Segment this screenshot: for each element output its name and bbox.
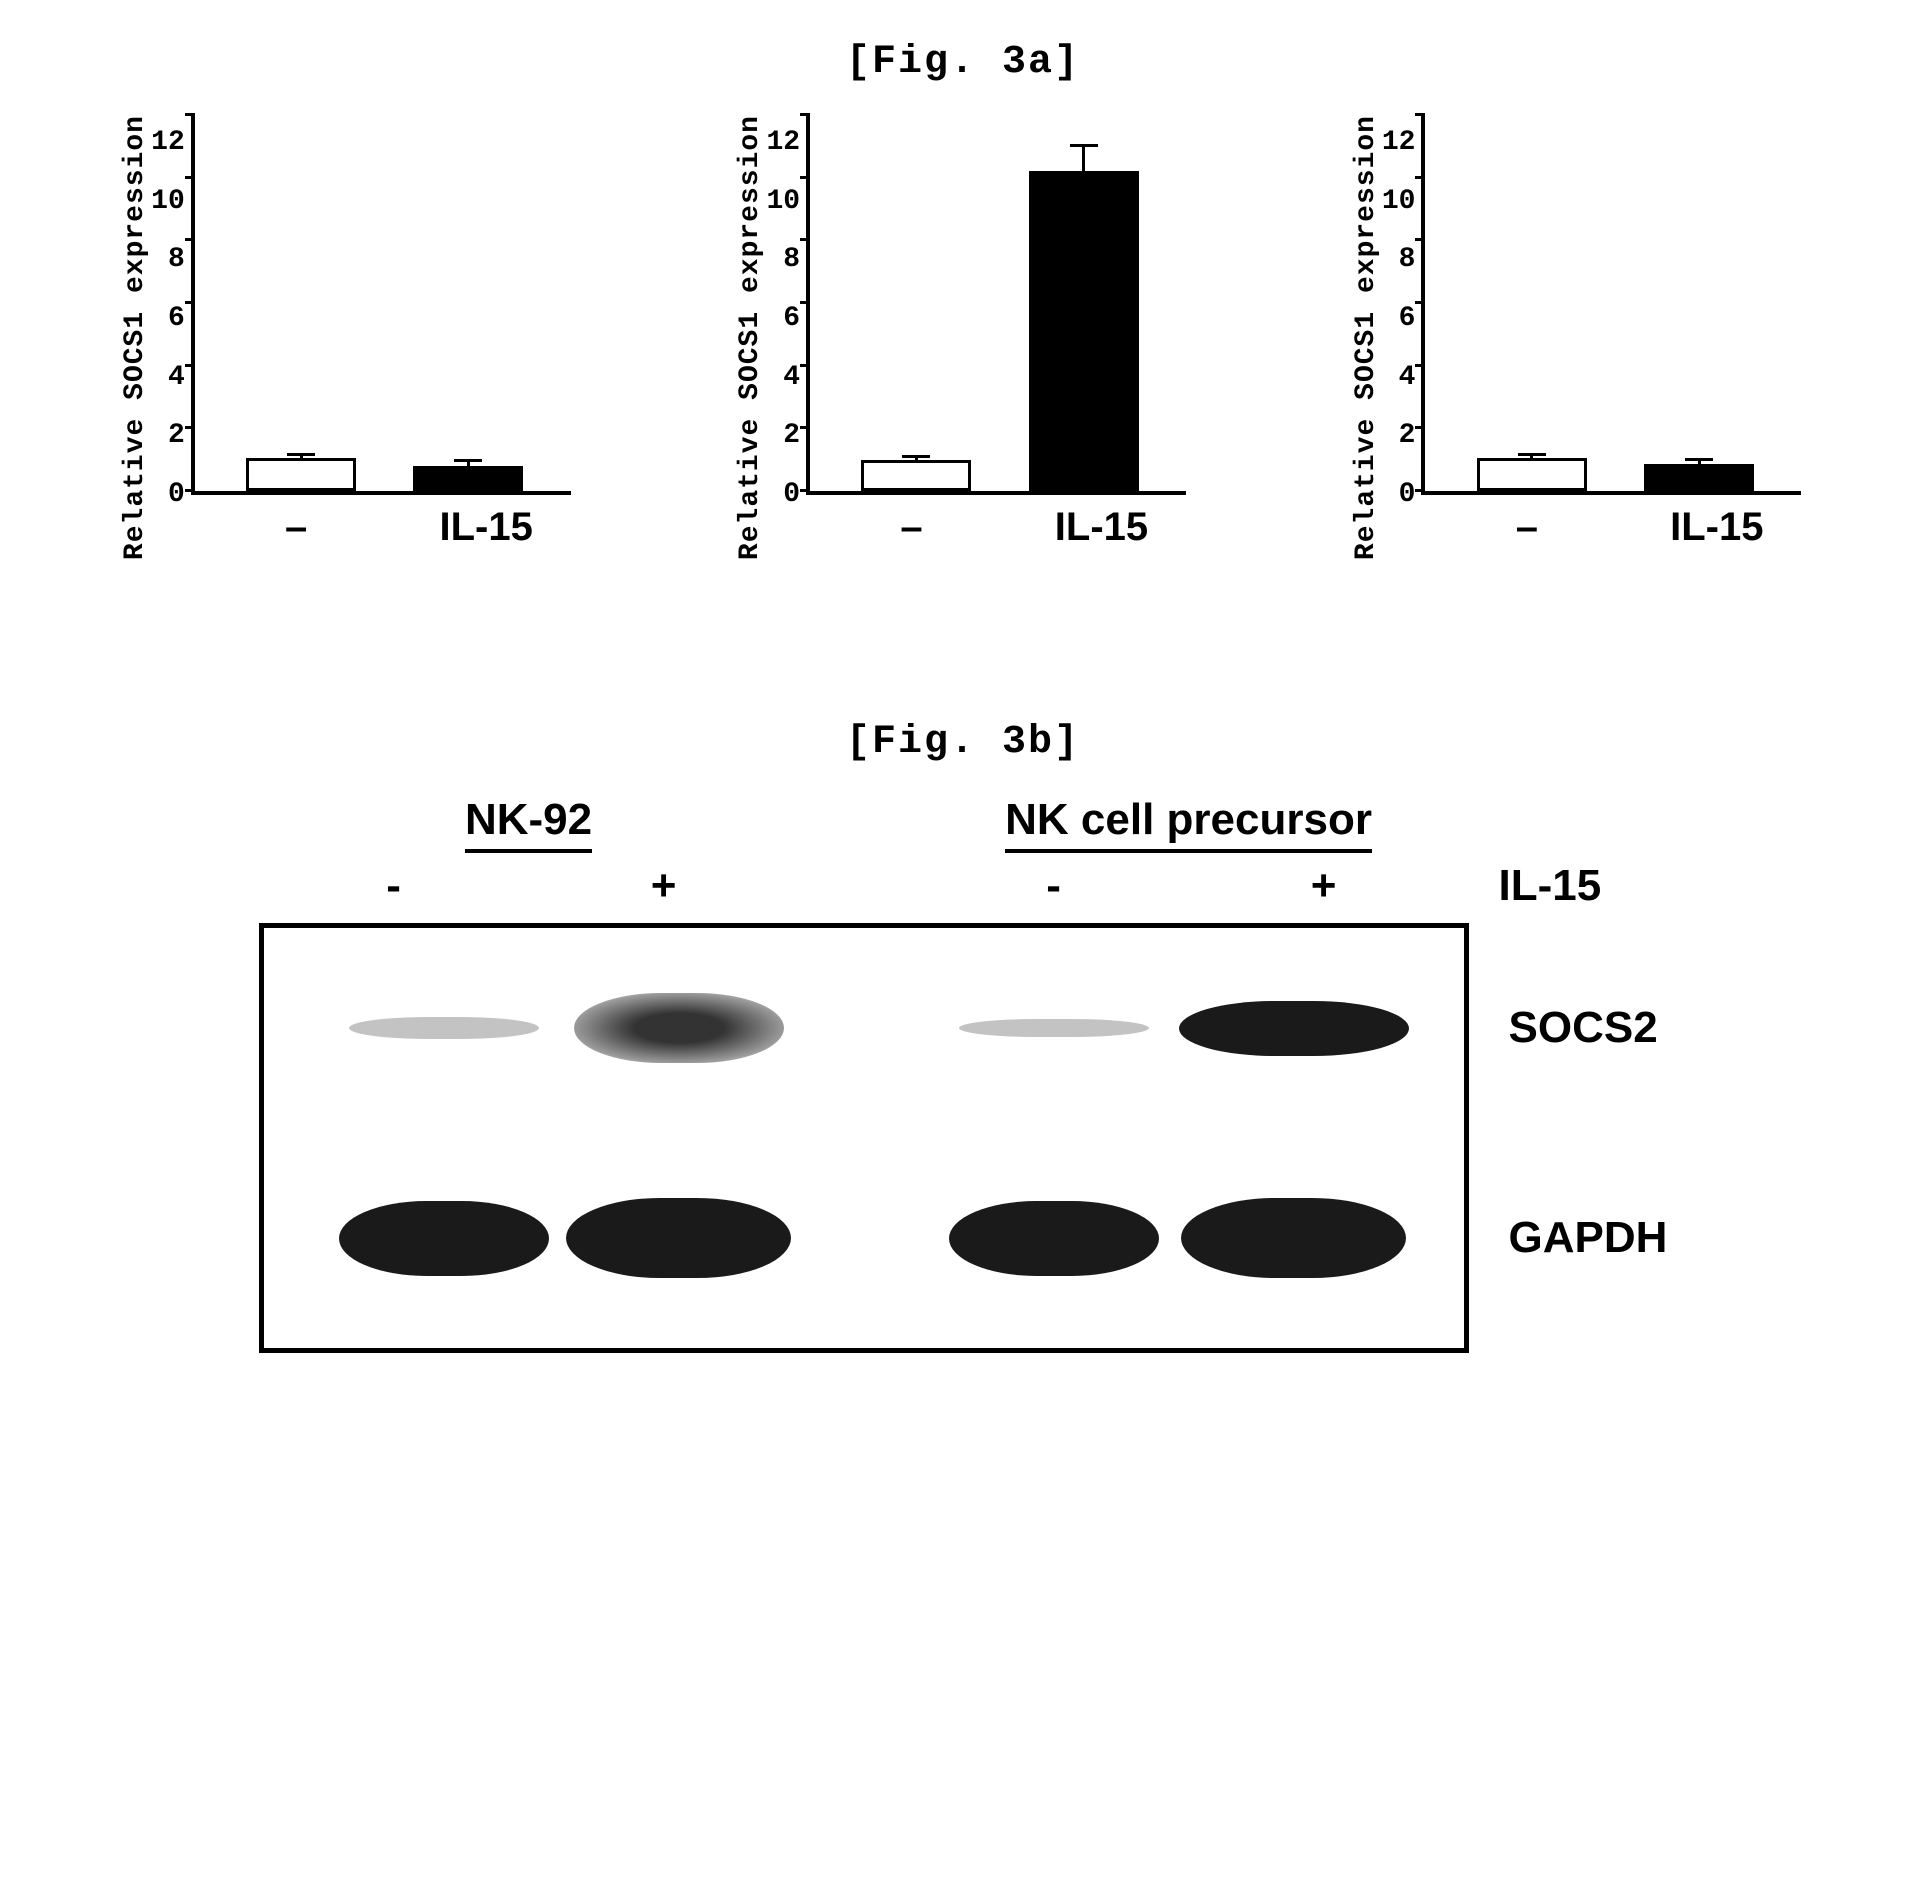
bar-il15 <box>1644 464 1754 491</box>
x-axis-labels: –IL-15 <box>816 505 1196 550</box>
blot-band <box>349 1017 539 1039</box>
y-axis-label: Relative SOCS1 expression <box>1345 115 1382 560</box>
bar-control <box>1477 458 1587 491</box>
bar-control <box>861 460 971 491</box>
figure-3b-container: [Fig. 3b] NK-92 NK cell precursor - + - … <box>40 720 1886 1353</box>
bar-il15 <box>413 466 523 491</box>
lane2-minus: - <box>919 861 1189 911</box>
blot-band <box>949 1201 1159 1276</box>
bar-chart-panel: Relative SOCS1 expression121086420–IL-15 <box>729 115 1196 560</box>
y-axis-label: Relative SOCS1 expression <box>729 115 766 560</box>
plot-area <box>191 115 571 495</box>
bar-chart-panel: Relative SOCS1 expression121086420–IL-15 <box>114 115 581 560</box>
fig3a-charts-row: Relative SOCS1 expression121086420–IL-15… <box>40 115 1886 560</box>
x-axis-labels: –IL-15 <box>201 505 581 550</box>
blot-band <box>959 1019 1149 1037</box>
y-axis-ticks: 121086420 <box>766 115 806 495</box>
bar-il15 <box>1029 171 1139 491</box>
western-blot-box <box>259 923 1469 1353</box>
y-axis-label: Relative SOCS1 expression <box>114 115 151 560</box>
blot-band <box>1179 1001 1409 1056</box>
row-label-socs2: SOCS2 <box>1509 923 1668 1133</box>
blot-band <box>574 993 784 1063</box>
plot-area <box>806 115 1186 495</box>
bar-chart-panel: Relative SOCS1 expression121086420–IL-15 <box>1345 115 1812 560</box>
bar-control <box>246 458 356 491</box>
plot-area <box>1421 115 1801 495</box>
blot-band <box>339 1201 549 1276</box>
blot-treatment-row: - + - + IL-15 <box>259 861 1602 911</box>
row-label-gapdh: GAPDH <box>1509 1133 1668 1343</box>
figure-3a-container: [Fig. 3a] Relative SOCS1 expression12108… <box>40 40 1886 680</box>
y-axis-ticks: 121086420 <box>1382 115 1422 495</box>
lane0-minus: - <box>259 861 529 911</box>
lane3-plus: + <box>1189 861 1459 911</box>
x-axis-labels: –IL-15 <box>1432 505 1812 550</box>
fig3b-title: [Fig. 3b] <box>846 720 1080 765</box>
lane1-plus: + <box>529 861 799 911</box>
y-axis-ticks: 121086420 <box>151 115 191 495</box>
treatment-label: IL-15 <box>1499 861 1602 911</box>
col-group-precursor: NK cell precursor <box>1005 795 1372 853</box>
blot-band <box>1181 1198 1406 1278</box>
fig3a-title: [Fig. 3a] <box>846 40 1080 85</box>
blot-row-labels: SOCS2 GAPDH <box>1509 923 1668 1343</box>
blot-column-groups: NK-92 NK cell precursor <box>259 795 1459 853</box>
col-group-nk92: NK-92 <box>465 795 592 853</box>
blot-band <box>566 1198 791 1278</box>
